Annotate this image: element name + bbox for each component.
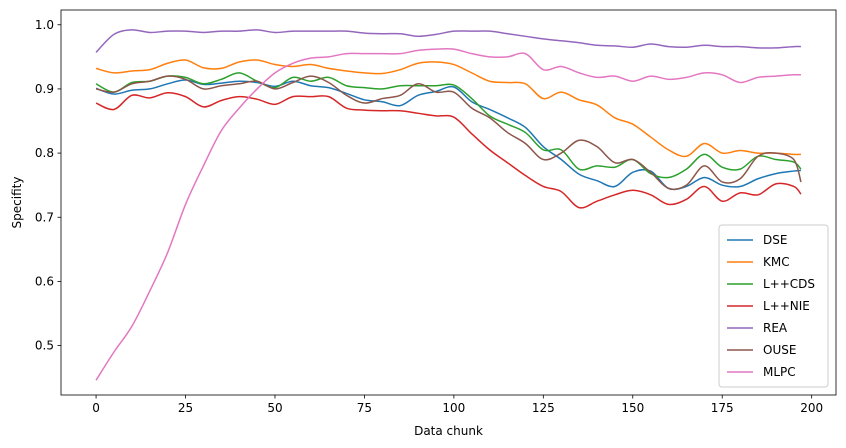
y-tick-label: 0.8 <box>35 146 54 160</box>
y-tick-label: 0.9 <box>35 82 54 96</box>
plot-area <box>60 9 837 396</box>
series-line-ouse <box>95 75 802 191</box>
x-tick-label: 200 <box>800 401 823 415</box>
legend-label: OUSE <box>763 343 796 357</box>
x-tick-label: 50 <box>267 401 282 415</box>
legend-label: REA <box>763 321 788 335</box>
y-tick-label: 1.0 <box>35 18 54 32</box>
series-line-l-nie <box>95 92 802 209</box>
series-line-l-cds <box>95 72 802 179</box>
legend-label: L++NIE <box>763 299 810 313</box>
x-tick-label: 75 <box>357 401 372 415</box>
y-axis-ticks: 0.5 0.6 0.7 0.8 0.9 1.0 <box>35 18 61 353</box>
y-tick-label: 0.7 <box>35 210 54 224</box>
x-tick-label: 100 <box>442 401 465 415</box>
x-tick-label: 125 <box>532 401 555 415</box>
x-tick-label: 150 <box>621 401 644 415</box>
legend-label: DSE <box>763 233 787 247</box>
legend-label: L++CDS <box>763 277 815 291</box>
series-layer <box>95 29 802 381</box>
y-tick-label: 0.6 <box>35 274 54 288</box>
legend-frame <box>718 224 829 388</box>
legend-label: KMC <box>763 255 790 269</box>
series-line-mlpc <box>95 48 801 381</box>
series-line-dse <box>95 79 802 191</box>
x-tick-label: 25 <box>178 401 193 415</box>
x-axis-label: Data chunk <box>414 424 483 438</box>
y-axis-label: Specifity <box>10 177 24 229</box>
x-tick-label: 0 <box>92 401 100 415</box>
series-line-kmc <box>95 59 801 158</box>
series-line-rea <box>95 29 801 53</box>
legend-label: MLPC <box>763 365 796 379</box>
y-tick-label: 0.5 <box>35 339 54 353</box>
legend: DSE KMC L++CDS L++NIE REA OUSE MLPC <box>718 224 829 388</box>
x-tick-label: 175 <box>711 401 734 415</box>
x-axis-ticks: 0 25 50 75 100 125 150 175 200 <box>92 395 823 415</box>
